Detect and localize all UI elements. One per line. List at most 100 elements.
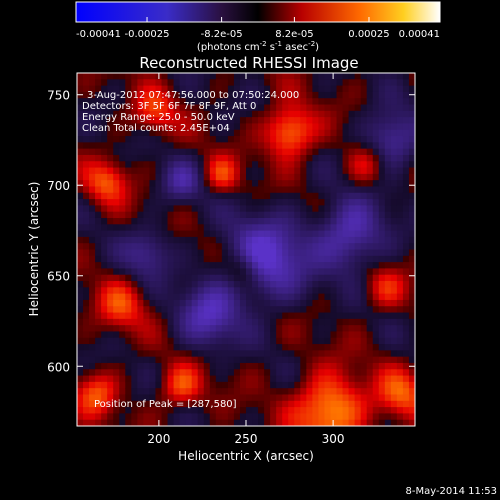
heatmap-cell: [185, 180, 193, 188]
heatmap-cell: [215, 268, 223, 276]
heatmap-cell: [167, 287, 175, 295]
heatmap-cell: [258, 281, 265, 288]
heatmap-cell: [324, 199, 332, 206]
heatmap-cell: [372, 205, 380, 213]
heatmap-cell: [89, 407, 96, 414]
heatmap-cell: [203, 205, 211, 213]
heatmap-cell: [378, 224, 386, 232]
heatmap-cell: [378, 236, 386, 244]
heatmap-cell: [264, 306, 271, 314]
heatmap-cell: [390, 419, 398, 426]
heatmap-cell: [348, 104, 356, 112]
heatmap-cell: [366, 142, 374, 150]
heatmap-cell: [312, 262, 320, 270]
heatmap-cell: [215, 306, 223, 314]
heatmap-cell: [173, 407, 181, 414]
heatmap-cell: [77, 268, 84, 276]
heatmap-cell: [282, 362, 289, 370]
heatmap-cell: [95, 419, 102, 426]
heatmap-cell: [378, 281, 386, 288]
heatmap-cell: [227, 369, 235, 377]
heatmap-cell: [276, 318, 283, 326]
heatmap-cell: [294, 192, 301, 200]
heatmap-cell: [233, 186, 241, 194]
heatmap-cell: [396, 331, 404, 339]
heatmap-cell: [324, 104, 332, 112]
heatmap-cell: [276, 407, 283, 414]
heatmap-cell: [378, 186, 386, 194]
heatmap-cell: [233, 325, 241, 333]
heatmap-cell: [173, 167, 181, 175]
heatmap-cell: [233, 369, 241, 377]
heatmap-cell: [203, 400, 211, 408]
heatmap-cell: [161, 136, 169, 143]
heatmap-cell: [396, 79, 404, 87]
heatmap-cell: [270, 230, 277, 238]
heatmap-cell: [137, 154, 144, 162]
heatmap-cell: [330, 123, 338, 131]
heatmap-cell: [125, 73, 132, 80]
heatmap-cell: [125, 123, 132, 131]
heatmap-cell: [95, 217, 102, 225]
heatmap-cell: [378, 268, 386, 276]
heatmap-cell: [233, 344, 241, 351]
heatmap-cell: [107, 136, 114, 143]
heatmap-cell: [95, 337, 102, 345]
heatmap-cell: [137, 167, 144, 175]
heatmap-cell: [101, 318, 108, 326]
heatmap-cell: [191, 325, 199, 333]
heatmap-cell: [276, 262, 283, 270]
heatmap-cell: [300, 262, 307, 270]
heatmap-cell: [101, 192, 108, 200]
heatmap-cell: [167, 230, 175, 238]
heatmap-cell: [131, 104, 138, 112]
heatmap-cell: [125, 154, 132, 162]
heatmap-cell: [264, 236, 271, 244]
heatmap-cell: [306, 344, 313, 351]
heatmap-cell: [173, 255, 181, 263]
heatmap-cell: [360, 413, 368, 421]
heatmap-cell: [149, 129, 157, 137]
heatmap-cell: [197, 148, 205, 156]
heatmap-cell: [246, 293, 253, 301]
heatmap-cell: [113, 318, 120, 326]
heatmap-cell: [101, 205, 108, 213]
heatmap-cell: [390, 274, 398, 282]
heatmap-cell: [131, 167, 138, 175]
heatmap-cell: [137, 180, 144, 188]
heatmap-cell: [336, 211, 344, 219]
heatmap-cell: [191, 369, 199, 377]
heatmap-cell: [270, 129, 277, 137]
x-axis-label: Heliocentric X (arcsec): [178, 449, 314, 463]
heatmap-cell: [143, 129, 151, 137]
heatmap-cell: [149, 312, 157, 320]
heatmap-cell: [131, 142, 138, 150]
heatmap-cell: [197, 199, 205, 206]
heatmap-cell: [372, 419, 380, 426]
heatmap-cell: [360, 249, 368, 257]
heatmap-cell: [221, 199, 229, 206]
heatmap-cell: [318, 123, 326, 131]
heatmap-cell: [342, 85, 350, 93]
heatmap-cell: [246, 312, 253, 320]
heatmap-cell: [179, 180, 187, 188]
heatmap-cell: [288, 217, 295, 225]
heatmap-cell: [318, 167, 326, 175]
heatmap-cell: [215, 136, 223, 143]
heatmap-cell: [161, 167, 169, 175]
heatmap-cell: [300, 274, 307, 282]
heatmap-cell: [270, 255, 277, 263]
heatmap-cell: [101, 381, 108, 389]
heatmap-cell: [215, 388, 223, 396]
heatmap-cell: [239, 117, 247, 125]
heatmap-cell: [396, 318, 404, 326]
heatmap-cell: [143, 318, 151, 326]
heatmap-cell: [354, 325, 362, 333]
heatmap-cell: [125, 173, 132, 181]
heatmap-cell: [270, 413, 277, 421]
heatmap-cell: [191, 91, 199, 99]
heatmap-cell: [360, 394, 368, 402]
heatmap-cell: [270, 224, 277, 232]
heatmap-cell: [408, 173, 415, 181]
heatmap-cell: [324, 117, 332, 125]
